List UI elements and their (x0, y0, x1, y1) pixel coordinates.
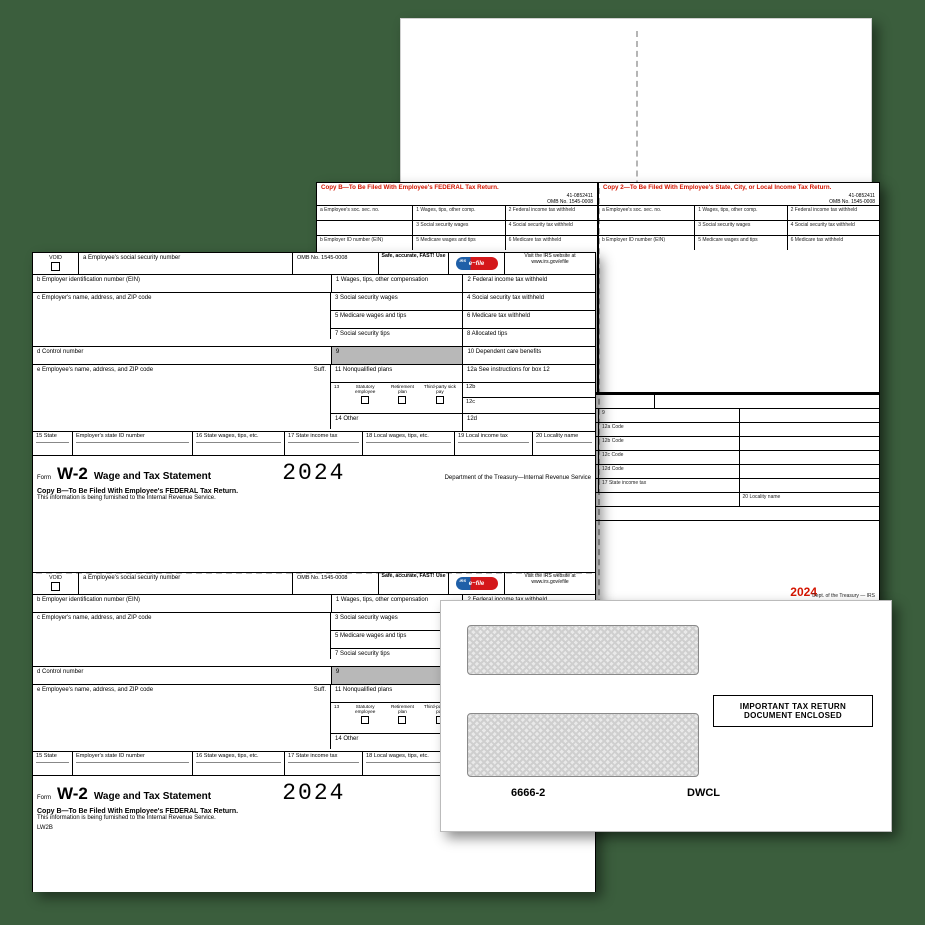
omb: OMB No. 1545-0008 (547, 199, 593, 205)
envelope-code: 6666-2 (511, 787, 545, 799)
lbl-5: 5 Medicare wages and tips (412, 236, 504, 250)
form-code: W-2 (57, 784, 88, 804)
quad-copy-2: Copy 2—To Be Filed With Employee's State… (598, 182, 880, 393)
box-b: b Employer identification number (EIN) (33, 595, 332, 612)
box-14: 14 Other (331, 414, 463, 431)
box-4: 4 Social security tax withheld (463, 293, 595, 310)
form-title: Wage and Tax Statement (94, 791, 211, 802)
w2-header: VOID a Employee's social security number… (33, 573, 595, 595)
efile-badge: IRSe~file (449, 253, 505, 274)
lbl-b: b Employer ID number (EIN) (599, 236, 694, 250)
box-c: c Employer's name, address, and ZIP code (33, 293, 331, 339)
envelope-window-bottom (467, 713, 699, 777)
omb: OMB No. 1545-0008 (829, 199, 875, 205)
box-c: c Employer's name, address, and ZIP code (33, 613, 331, 659)
lbl-1: 1 Wages, tips, other comp. (412, 206, 504, 220)
lbl-3: 3 Social security wages (694, 221, 786, 235)
box-5: 5 Medicare wages and tips (331, 311, 463, 328)
lbl-2: 2 Federal income tax withheld (505, 206, 597, 220)
lbl-3: 3 Social security wages (412, 221, 504, 235)
lbl-5: 5 Medicare wages and tips (694, 236, 786, 250)
void-box: VOID (33, 253, 79, 274)
dept-small: Dept. of the Treasury — IRS (812, 593, 875, 599)
envelope-important-label: IMPORTANT TAX RETURN DOCUMENT ENCLOSED (713, 695, 873, 727)
lbl-2: 2 Federal income tax withheld (787, 206, 879, 220)
year: 2024 (282, 780, 345, 806)
box-3: 3 Social security wages (331, 293, 463, 310)
box-9: 9 (332, 347, 464, 364)
lbl-4: 4 Social security tax withheld (505, 221, 597, 235)
efile-badge: IRSe~file (449, 573, 505, 594)
box-12d: 12d (463, 414, 595, 431)
box-1: 1 Wages, tips, other compensation (332, 275, 464, 292)
lbl-12c: 12c Code (598, 451, 739, 464)
copy-b-header: Copy B—To Be Filed With Employee's FEDER… (317, 183, 597, 193)
box-a: a Employee's social security number (79, 253, 293, 274)
state-row: 15 State Employer's state ID number 16 S… (33, 432, 595, 456)
lbl-9: 9 (598, 409, 739, 422)
lbl-6: 6 Medicare tax withheld (505, 236, 597, 250)
year: 2024 (282, 460, 345, 486)
form-word: Form (37, 795, 51, 801)
lbl-a: a Employee's soc. sec. no. (599, 206, 694, 220)
lbl-12d: 12d Code (598, 465, 739, 478)
lbl-4: 4 Social security tax withheld (787, 221, 879, 235)
box-12b: 12b (463, 383, 595, 398)
box-8: 8 Allocated tips (463, 329, 595, 346)
lbl-1: 1 Wages, tips, other comp. (694, 206, 786, 220)
box-12c: 12c (463, 398, 595, 413)
box-7: 7 Social security tips (331, 329, 463, 346)
lbl-a: a Employee's soc. sec. no. (317, 206, 412, 220)
copy-b-line: Copy B—To Be Filed With Employee's FEDER… (37, 488, 591, 495)
box-12a: 12a See instructions for box 12 (463, 365, 595, 382)
w2-footer: Form W-2 Wage and Tax Statement 2024 Dep… (33, 456, 595, 503)
box-d: d Control number (33, 347, 332, 364)
envelope-window-top (467, 625, 699, 675)
visit-irs: Visit the IRS website at www.irs.gov/efi… (505, 573, 595, 594)
lbl-17: 17 State income tax (598, 479, 739, 492)
lbl-20: 20 Locality name (739, 493, 880, 506)
visit-irs: Visit the IRS website at www.irs.gov/efi… (505, 253, 595, 274)
envelope-dwcl: DWCL (687, 787, 720, 799)
lbl-b: b Employer ID number (EIN) (317, 236, 412, 250)
box-d: d Control number (33, 667, 332, 684)
envelope: IMPORTANT TAX RETURN DOCUMENT ENCLOSED 6… (440, 600, 892, 832)
omb: OMB No. 1545-0008 (293, 253, 379, 274)
box-2: 2 Federal income tax withheld (463, 275, 595, 292)
lbl-6: 6 Medicare tax withheld (787, 236, 879, 250)
box-b: b Employer identification number (EIN) (33, 275, 332, 292)
box-13: 13 Statutory employee Retirement plan Th… (331, 383, 463, 413)
box-e: e Employee's name, address, and ZIP code… (33, 365, 331, 429)
info-line: This information is being furnished to t… (37, 495, 591, 501)
box-a: a Employee's social security number (79, 573, 293, 594)
lbl-12b: 12b Code (598, 437, 739, 450)
box-e: e Employee's name, address, and ZIP code… (33, 685, 331, 749)
form-title: Wage and Tax Statement (94, 471, 211, 482)
code-left: LW2B (37, 825, 53, 831)
fast-use: Safe, accurate, FAST! Use (379, 253, 449, 274)
void-box: VOID (33, 573, 79, 594)
box-10: 10 Dependent care benefits (463, 347, 595, 364)
form-word: Form (37, 475, 51, 481)
copy-2-header: Copy 2—To Be Filed With Employee's State… (599, 183, 879, 193)
suffix-label: Suff. (314, 687, 326, 693)
dept: Department of the Treasury—Internal Reve… (445, 475, 591, 481)
w2-form-top: VOID a Employee's social security number… (32, 252, 596, 572)
fast-use: Safe, accurate, FAST! Use (379, 573, 449, 594)
w2-header: VOID a Employee's social security number… (33, 253, 595, 275)
box-6: 6 Medicare tax withheld (463, 311, 595, 328)
lbl-12a: 12a Code (598, 423, 739, 436)
omb: OMB No. 1545-0008 (293, 573, 379, 594)
box-11: 11 Nonqualified plans (331, 365, 463, 382)
suffix-label: Suff. (314, 367, 326, 373)
form-code: W-2 (57, 464, 88, 484)
